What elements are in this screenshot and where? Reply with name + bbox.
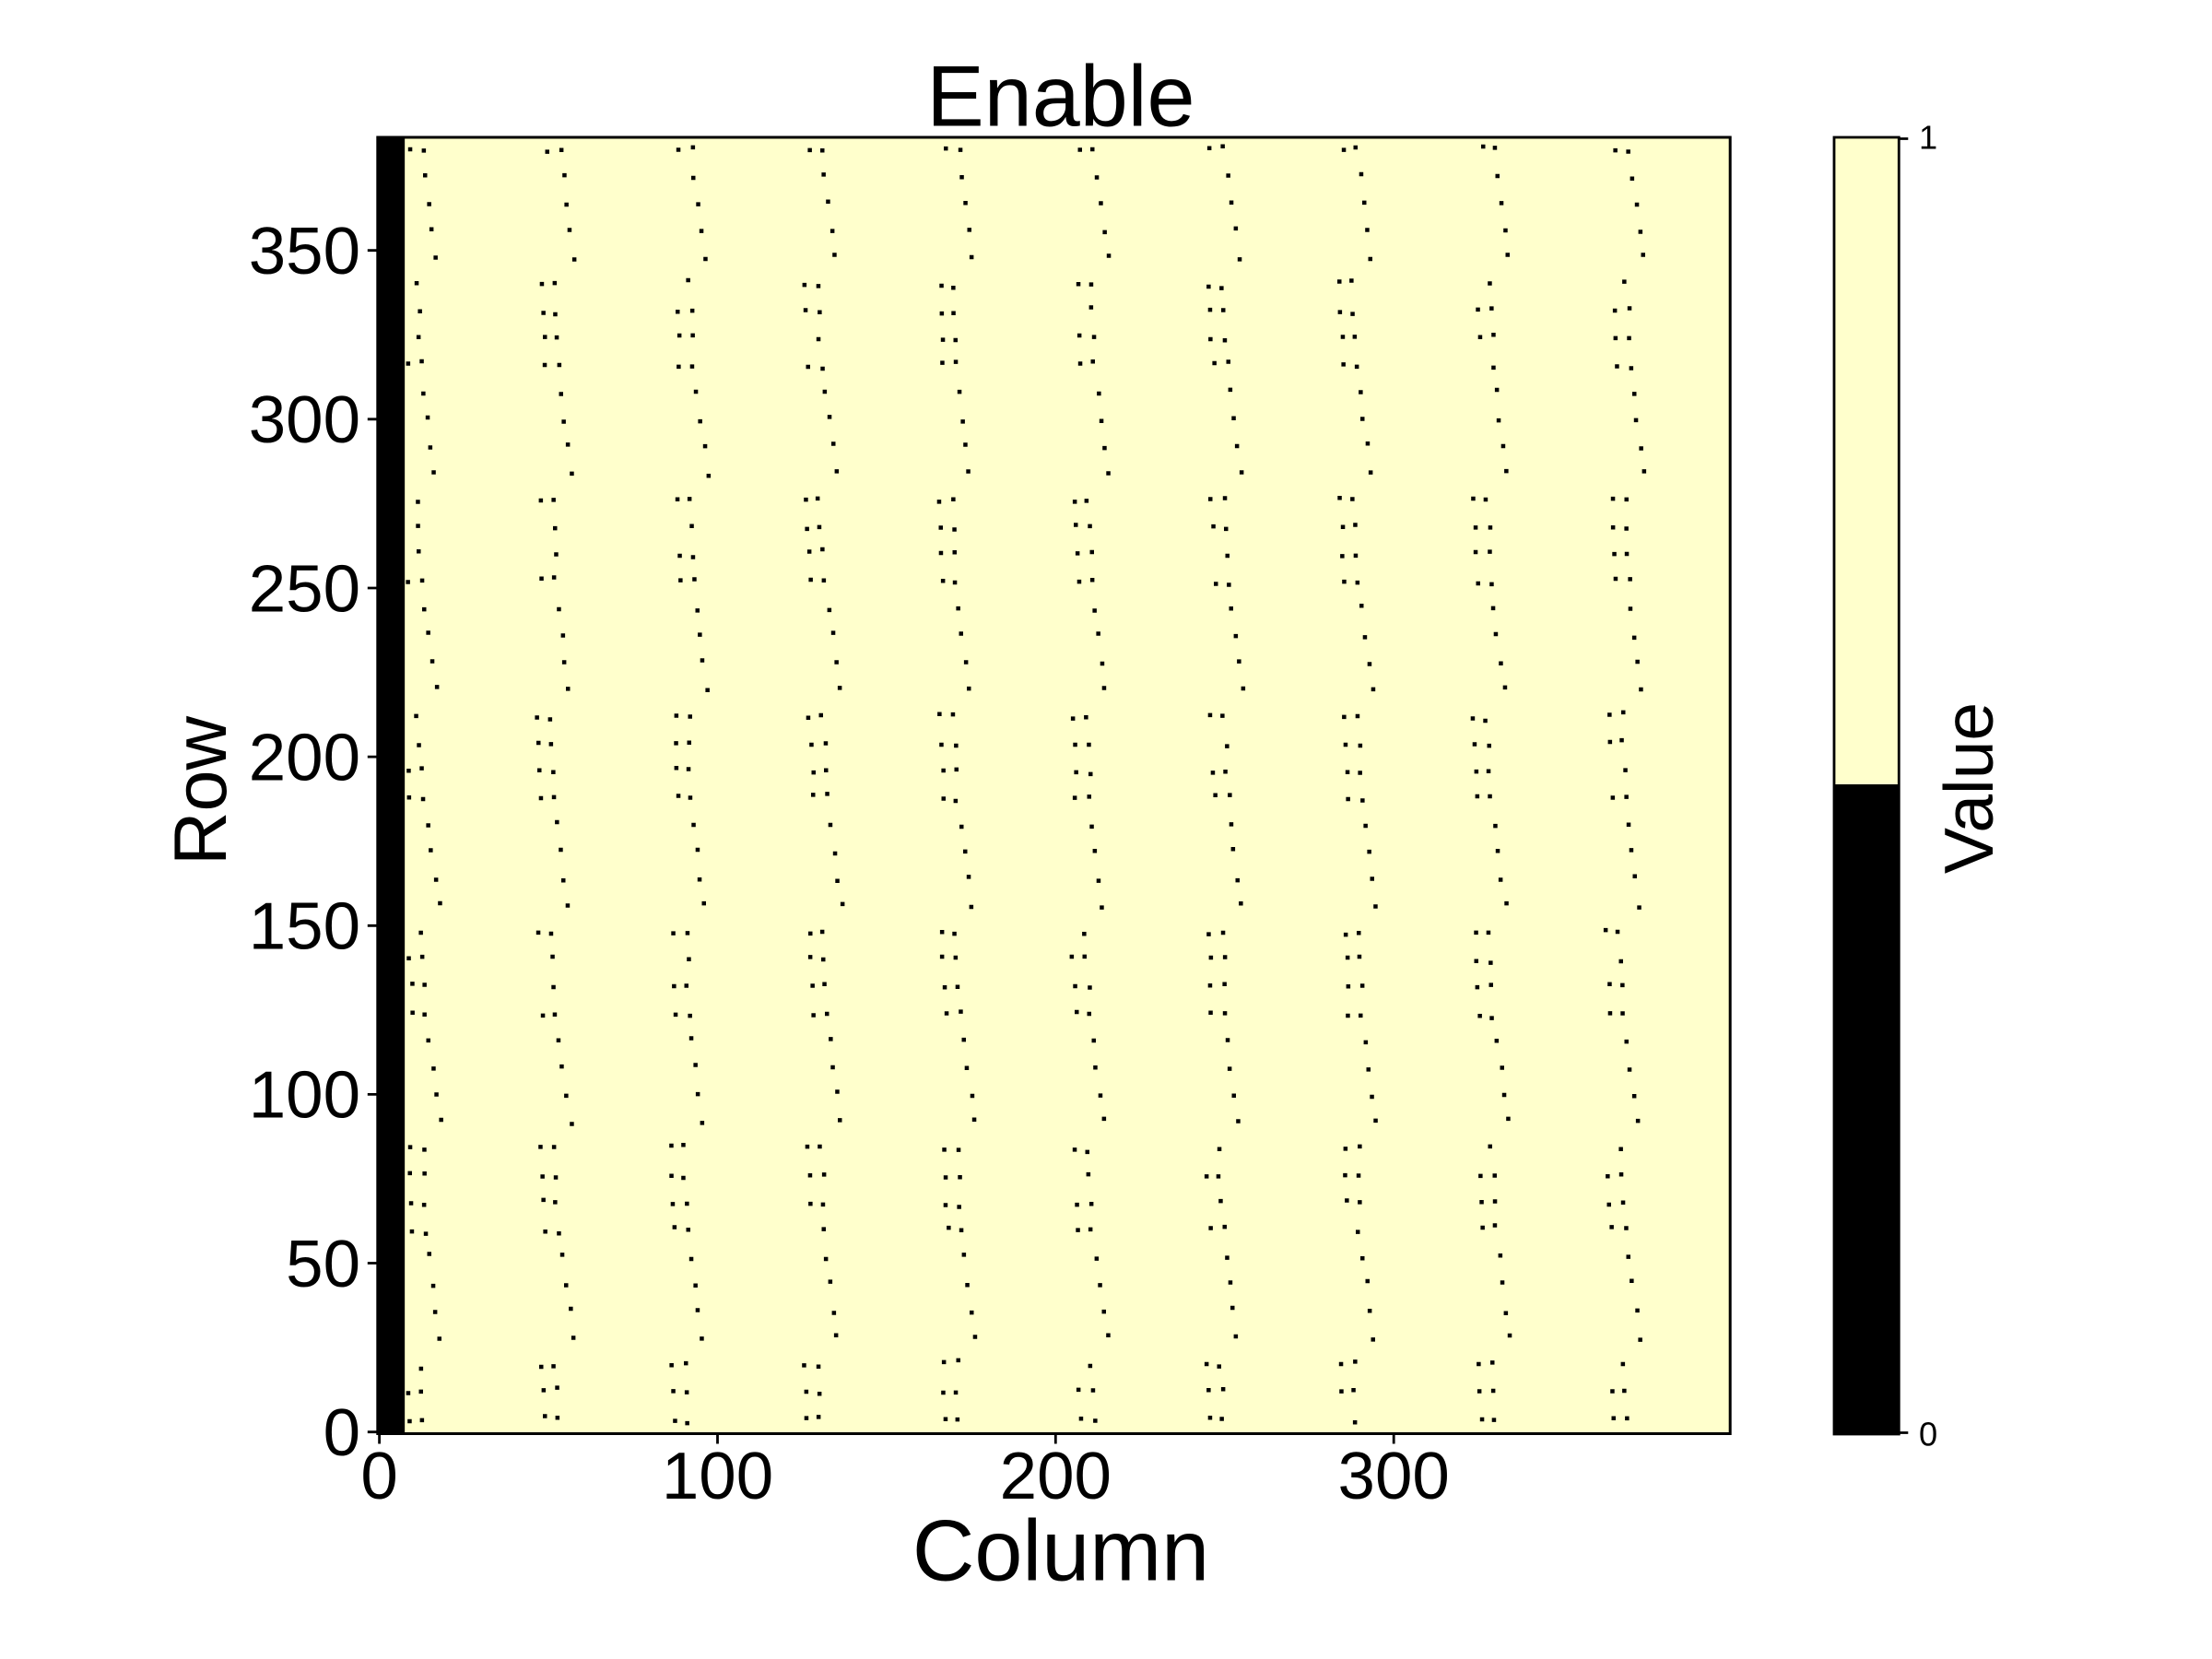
svg-text:50: 50	[286, 1227, 360, 1301]
svg-text:100: 100	[662, 1439, 773, 1513]
svg-text:0: 0	[1919, 1416, 1937, 1453]
svg-text:Row: Row	[159, 715, 242, 865]
svg-text:Column: Column	[912, 1502, 1209, 1599]
svg-text:0: 0	[324, 1395, 360, 1470]
svg-text:Value: Value	[1930, 702, 2007, 874]
svg-text:Enable: Enable	[926, 48, 1194, 145]
svg-text:300: 300	[249, 382, 360, 457]
svg-text:200: 200	[249, 720, 360, 794]
svg-text:200: 200	[1000, 1439, 1112, 1513]
svg-text:150: 150	[249, 889, 360, 964]
svg-text:0: 0	[360, 1439, 397, 1513]
svg-text:1: 1	[1919, 119, 1937, 157]
svg-text:300: 300	[1338, 1439, 1450, 1513]
svg-text:250: 250	[249, 551, 360, 626]
svg-text:100: 100	[249, 1058, 360, 1133]
svg-text:350: 350	[249, 214, 360, 288]
